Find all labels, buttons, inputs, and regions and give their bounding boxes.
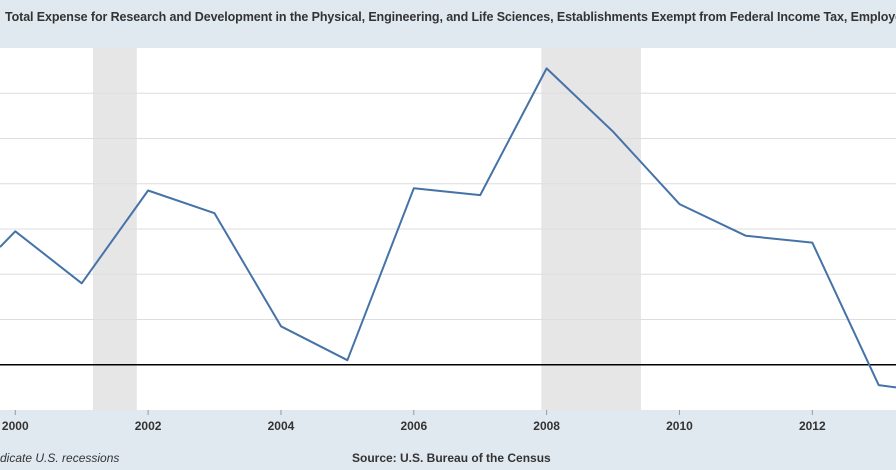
gridlines (0, 92, 896, 320)
x-tick-label: 2008 (533, 419, 560, 433)
source-note: Source: U.S. Bureau of the Census (352, 451, 551, 465)
x-tick-label: 2000 (2, 419, 29, 433)
x-tick-label: 2010 (666, 419, 693, 433)
series-line (0, 67, 896, 389)
chart-title: Total Expense for Research and Developme… (5, 10, 896, 24)
x-axis-ticks: 2000 2002 2004 2006 2008 2010 2012 (2, 410, 826, 433)
x-tick-label: 2002 (135, 419, 162, 433)
x-tick-label: 2006 (400, 419, 427, 433)
recession-note: dicate U.S. recessions (0, 451, 120, 465)
x-tick-label: 2012 (799, 419, 826, 433)
x-tick-label: 2004 (268, 419, 295, 433)
